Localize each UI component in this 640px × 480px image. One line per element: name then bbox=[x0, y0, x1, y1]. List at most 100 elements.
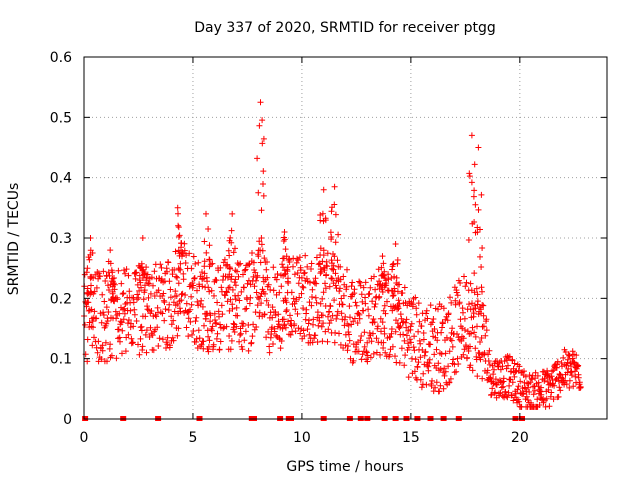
data-point bbox=[566, 384, 573, 391]
data-point bbox=[314, 309, 321, 316]
data-point bbox=[120, 316, 127, 323]
data-point bbox=[470, 193, 477, 200]
y-tick-label: 0.3 bbox=[50, 231, 72, 247]
data-point bbox=[188, 301, 195, 308]
data-point bbox=[194, 287, 200, 294]
data-point bbox=[325, 313, 331, 320]
data-point bbox=[318, 323, 325, 330]
data-point bbox=[417, 354, 424, 361]
data-point bbox=[199, 303, 206, 310]
data-point bbox=[115, 326, 122, 333]
data-point bbox=[433, 379, 440, 386]
data-point bbox=[198, 297, 205, 304]
data-point bbox=[264, 274, 271, 281]
data-point bbox=[264, 259, 270, 265]
data-point bbox=[242, 306, 249, 313]
data-point bbox=[278, 338, 285, 344]
data-point bbox=[201, 263, 208, 270]
data-point bbox=[99, 347, 106, 354]
data-point bbox=[572, 373, 579, 380]
data-point bbox=[362, 300, 369, 307]
data-point bbox=[497, 389, 504, 396]
data-point bbox=[493, 381, 500, 388]
data-point bbox=[543, 395, 550, 402]
data-point bbox=[503, 393, 510, 400]
data-point bbox=[232, 296, 239, 303]
data-point bbox=[338, 310, 345, 317]
data-point bbox=[223, 288, 230, 295]
data-point bbox=[332, 329, 339, 336]
data-point bbox=[366, 335, 373, 342]
data-point bbox=[138, 260, 145, 267]
data-point bbox=[511, 360, 518, 367]
data-point bbox=[196, 335, 203, 342]
data-point bbox=[202, 315, 209, 322]
data-point bbox=[382, 310, 389, 317]
data-point bbox=[104, 318, 111, 324]
data-point bbox=[121, 310, 128, 317]
data-point bbox=[306, 317, 312, 324]
data-point bbox=[228, 239, 235, 246]
data-point bbox=[401, 337, 408, 344]
data-point bbox=[168, 321, 175, 328]
data-point bbox=[392, 328, 399, 335]
data-point bbox=[253, 324, 260, 330]
data-point bbox=[133, 318, 140, 324]
data-point bbox=[380, 339, 387, 346]
data-point bbox=[357, 279, 364, 286]
data-point bbox=[175, 210, 181, 217]
data-point bbox=[138, 284, 144, 291]
data-point bbox=[257, 99, 264, 106]
data-point bbox=[159, 310, 166, 317]
data-point bbox=[283, 299, 290, 306]
data-point bbox=[398, 345, 405, 352]
data-point bbox=[161, 317, 168, 324]
data-point bbox=[440, 305, 447, 312]
data-point bbox=[570, 383, 577, 390]
data-point bbox=[175, 247, 182, 254]
data-point bbox=[99, 342, 106, 349]
data-point bbox=[326, 283, 333, 290]
data-point bbox=[254, 272, 261, 279]
data-point bbox=[388, 326, 395, 332]
data-point bbox=[235, 292, 242, 299]
data-point bbox=[113, 315, 120, 322]
data-point bbox=[454, 292, 461, 299]
data-point bbox=[454, 355, 461, 362]
data-point bbox=[356, 278, 363, 285]
data-point bbox=[281, 321, 288, 328]
data-point bbox=[346, 331, 352, 338]
data-point bbox=[469, 367, 476, 374]
data-point bbox=[420, 336, 427, 343]
data-point bbox=[564, 356, 571, 363]
data-point bbox=[471, 329, 478, 336]
data-point bbox=[285, 275, 291, 282]
data-point bbox=[218, 284, 225, 291]
data-point bbox=[227, 265, 233, 272]
data-point bbox=[173, 273, 180, 280]
data-points bbox=[81, 99, 584, 421]
data-point bbox=[201, 238, 208, 245]
data-point bbox=[193, 335, 200, 342]
data-point bbox=[421, 361, 428, 368]
data-point bbox=[466, 301, 472, 308]
data-point bbox=[121, 267, 127, 274]
data-point bbox=[522, 373, 529, 380]
data-point bbox=[183, 324, 190, 331]
data-point bbox=[90, 275, 97, 281]
y-tick-label: 0.6 bbox=[50, 50, 72, 66]
data-point bbox=[372, 286, 379, 293]
data-point bbox=[263, 266, 270, 273]
data-point bbox=[252, 309, 259, 316]
data-point bbox=[392, 241, 399, 247]
data-point bbox=[139, 343, 146, 350]
data-point bbox=[439, 324, 445, 331]
data-point bbox=[185, 315, 192, 322]
data-point bbox=[355, 348, 362, 355]
data-point bbox=[89, 342, 96, 349]
data-point bbox=[474, 291, 481, 298]
data-point bbox=[314, 339, 321, 345]
data-point bbox=[230, 249, 237, 256]
data-point bbox=[91, 308, 98, 315]
data-point bbox=[232, 276, 239, 283]
